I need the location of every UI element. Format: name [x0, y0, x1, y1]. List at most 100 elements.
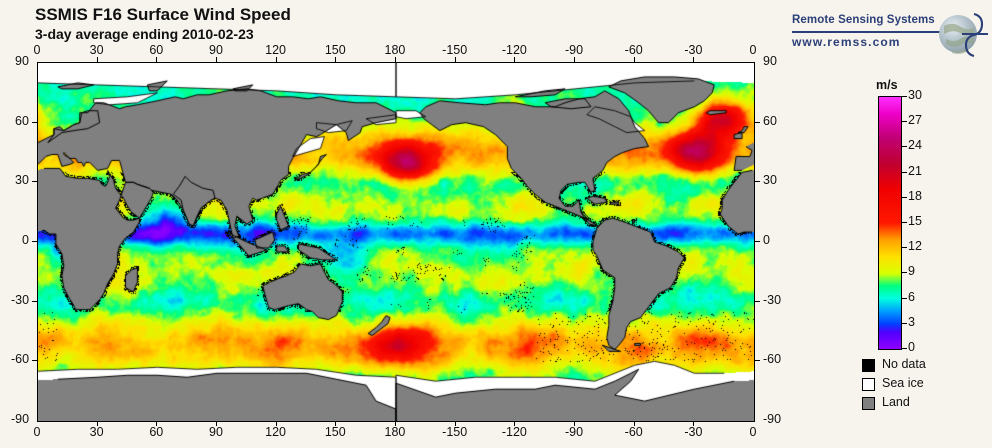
x-tick-bottom: [335, 421, 336, 426]
y-axis-label-right: 90: [763, 54, 777, 68]
page-subtitle: 3-day average ending 2010-02-23: [35, 26, 254, 42]
y-tick-left: [32, 360, 37, 361]
x-tick-bottom: [693, 421, 694, 426]
colorbar-tick: [901, 298, 907, 299]
map-legend: No data Sea ice Land: [862, 356, 982, 413]
y-tick-right: [755, 360, 760, 361]
x-axis-label-bottom: 180: [384, 425, 406, 439]
logo-org-name: Remote Sensing Systems: [792, 14, 935, 26]
colorbar-tick: [901, 222, 907, 223]
legend-label: Land: [882, 395, 910, 409]
logo-website: www.remss.com: [792, 35, 901, 49]
x-tick-top: [216, 57, 217, 62]
legend-label: No data: [882, 357, 926, 371]
legend-row: Land: [862, 394, 982, 413]
y-tick-left: [32, 181, 37, 182]
y-tick-left: [32, 301, 37, 302]
x-tick-bottom: [455, 421, 456, 426]
colorbar-tick: [901, 172, 907, 173]
x-tick-bottom: [514, 421, 515, 426]
colorbar[interactable]: [878, 96, 902, 350]
x-axis-label-top: 30: [89, 43, 104, 57]
x-axis-label-bottom: 0: [749, 425, 757, 439]
x-tick-top: [276, 57, 277, 62]
x-tick-top: [455, 57, 456, 62]
legend-swatch: [862, 397, 875, 410]
x-tick-top: [335, 57, 336, 62]
x-tick-bottom: [634, 421, 635, 426]
y-axis-label-right: 0: [763, 233, 770, 247]
x-axis-label-top: 0: [749, 43, 757, 57]
y-axis-label-left: -60: [11, 352, 30, 367]
x-axis-label-top: 180: [384, 43, 406, 57]
x-axis-label-top: -90: [565, 43, 584, 57]
globe-icon: [932, 6, 988, 67]
wind-speed-map[interactable]: [37, 62, 755, 422]
x-tick-bottom: [156, 421, 157, 426]
x-axis-label-bottom: 0: [33, 425, 41, 439]
x-tick-top: [574, 57, 575, 62]
y-axis-label-right: -30: [763, 292, 782, 307]
x-tick-top: [97, 57, 98, 62]
y-axis-label-left: 60: [15, 113, 29, 128]
y-axis-label-left: 0: [22, 233, 29, 247]
x-tick-bottom: [216, 421, 217, 426]
colorbar-tick-label: 24: [908, 138, 922, 153]
x-tick-top: [514, 57, 515, 62]
x-axis-label-top: 90: [209, 43, 223, 57]
colorbar-tick-label: 15: [908, 214, 922, 228]
x-tick-top: [634, 57, 635, 62]
colorbar-tick: [901, 197, 907, 198]
x-axis-label-bottom: -120: [501, 425, 527, 439]
colorbar-tick-label: 9: [908, 264, 915, 279]
colorbar-tick: [901, 96, 907, 97]
x-tick-bottom: [276, 421, 277, 426]
y-tick-right: [755, 122, 760, 123]
y-tick-right: [755, 301, 760, 302]
legend-swatch: [862, 359, 875, 372]
page-title: SSMIS F16 Surface Wind Speed: [35, 5, 291, 24]
x-tick-top: [395, 57, 396, 62]
x-tick-bottom: [574, 421, 575, 426]
colorbar-tick-label: 0: [908, 340, 915, 354]
colorbar-tick: [901, 348, 907, 349]
colorbar-gradient: [879, 97, 901, 349]
legend-row: No data: [862, 356, 982, 375]
colorbar-tick-label: 3: [908, 314, 915, 329]
logo-divider: [792, 31, 940, 33]
x-axis-label-bottom: 120: [265, 425, 287, 439]
x-axis-label-top: 120: [265, 43, 287, 57]
x-axis-label-bottom: -90: [565, 425, 584, 439]
x-axis-label-top: -150: [442, 43, 468, 57]
map-raster: [38, 63, 754, 421]
y-axis-label-left: -30: [11, 292, 30, 307]
colorbar-tick-label: 12: [908, 239, 922, 254]
x-axis-label-bottom: -60: [624, 425, 643, 439]
y-axis-label-left: 90: [15, 54, 29, 68]
colorbar-tick-label: 30: [908, 88, 922, 102]
colorbar-unit-label: m/s: [876, 78, 898, 92]
x-tick-bottom: [395, 421, 396, 426]
colorbar-tick: [901, 272, 907, 273]
colorbar-tick-label: 6: [908, 289, 915, 304]
legend-swatch: [862, 378, 875, 391]
y-axis-label-right: -90: [763, 412, 782, 426]
y-axis-label-right: 60: [763, 113, 777, 128]
x-axis-label-top: -60: [624, 43, 643, 57]
y-tick-right: [755, 181, 760, 182]
x-axis-label-top: 0: [33, 43, 41, 57]
y-axis-label-right: -60: [763, 352, 782, 367]
y-axis-label-left: -90: [11, 412, 30, 426]
x-axis-label-top: -120: [501, 43, 527, 57]
x-axis-label-top: -30: [684, 43, 703, 57]
colorbar-tick: [901, 247, 907, 248]
x-axis-label-bottom: 150: [324, 425, 346, 439]
y-tick-left: [32, 241, 37, 242]
legend-row: Sea ice: [862, 375, 982, 394]
x-axis-label-bottom: -150: [442, 425, 468, 439]
remss-logo[interactable]: Remote Sensing Systems www.remss.com: [792, 12, 988, 60]
x-axis-label-bottom: -30: [684, 425, 703, 439]
x-axis-label-bottom: 90: [209, 425, 223, 439]
colorbar-tick-label: 18: [908, 188, 922, 203]
